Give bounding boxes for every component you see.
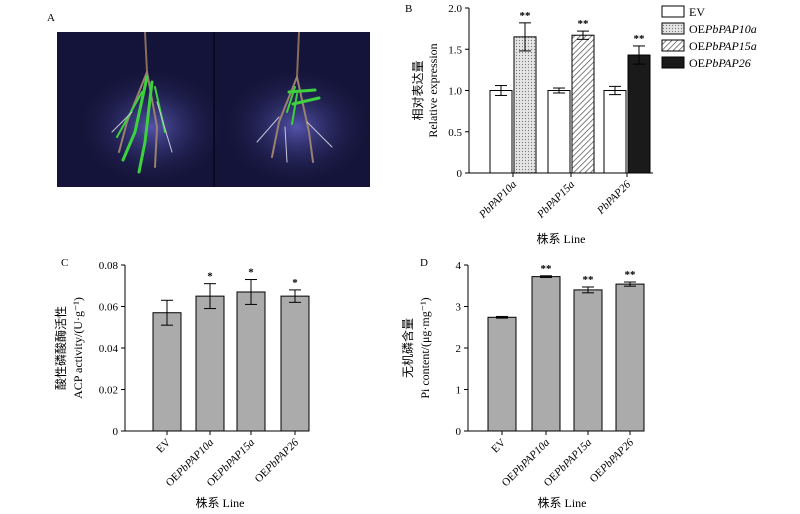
c-x-tick-label: OEPbPAP26 — [253, 436, 302, 485]
d-bar — [573, 289, 603, 432]
c-bar — [280, 295, 310, 432]
c-significance-mark: * — [207, 271, 213, 283]
d-bar — [615, 283, 645, 432]
b-legend-entry: OEPbPAP10a — [689, 22, 757, 36]
b-x-axis-label: 株系 Line — [537, 231, 586, 246]
b-y-label-cn: 相对表达量 — [411, 60, 425, 120]
c-x-axis-label: 株系 Line — [196, 495, 245, 510]
c-y-tick-label: 0.08 — [99, 260, 119, 272]
b-bar — [513, 36, 537, 174]
c-y-tick-label: 0.04 — [99, 343, 119, 355]
d-y-tick-label: 3 — [456, 302, 462, 314]
b-legend-swatch — [661, 5, 685, 18]
c-bar — [236, 291, 266, 432]
b-y-tick-label: 0 — [457, 168, 463, 180]
d-bar — [487, 316, 517, 432]
b-y-tick-label: 1.0 — [448, 86, 462, 98]
c-bar — [152, 312, 182, 432]
root-system-left — [111, 32, 173, 174]
c-x-tick-label: EV — [154, 437, 173, 456]
d-y-label-en: Pi content/(μg·mg⁻¹) — [418, 297, 432, 398]
b-legend-entry: OEPbPAP15a — [689, 39, 757, 53]
root-photo-drawing — [74, 32, 370, 187]
b-x-tick-label: PbPAP26 — [594, 178, 633, 217]
b-y-label-en: Relative expression — [426, 43, 440, 137]
b-bar — [489, 90, 513, 174]
b-legend-swatch — [661, 22, 685, 35]
b-legend-entry: OEPbPAP26 — [689, 56, 751, 70]
panel-label-c: C — [61, 257, 69, 269]
root-fluorescence-photo — [57, 32, 370, 187]
d-x-tick-label: EV — [489, 437, 508, 456]
soil-glow-right — [219, 65, 370, 187]
d-y-tick-label: 0 — [456, 426, 462, 438]
d-y-label-cn: 无机磷含量 — [400, 318, 415, 378]
d-y-tick-label: 1 — [456, 385, 462, 397]
b-x-tick-label: PbPAP15a — [534, 178, 577, 221]
d-x-tick-label: OEPbPAP26 — [588, 436, 637, 485]
d-significance-mark: ** — [583, 274, 595, 286]
c-significance-mark: * — [292, 277, 298, 289]
b-bar — [547, 90, 571, 174]
b-bar — [627, 54, 651, 174]
c-y-tick-label: 0.02 — [99, 385, 118, 397]
c-y-tick-label: 0 — [113, 426, 119, 438]
b-bar — [603, 90, 627, 174]
photo-divider — [213, 32, 215, 187]
c-y-label-en: ACP activity/(U·g⁻¹) — [71, 297, 85, 399]
soil-glow-left — [74, 65, 230, 187]
c-y-tick-label: 0.06 — [99, 302, 119, 314]
b-significance-mark: ** — [520, 10, 532, 22]
d-significance-mark: ** — [541, 263, 553, 275]
b-y-tick-label: 2.0 — [448, 3, 462, 15]
c-significance-mark: * — [248, 267, 254, 279]
acp-activity-chart: 00.020.040.060.08EV*OEPbPAP10a*OEPbPAP15… — [53, 260, 310, 510]
root-system-right — [256, 32, 333, 163]
panel-label-b: B — [405, 3, 413, 15]
c-bar — [195, 295, 225, 432]
b-x-tick-label: PbPAP10a — [476, 178, 519, 221]
expression-chart: 0 0.5 1.0 1.5 2.0 ** PbPAP10a ** PbPAP15a ** PbPAP… — [411, 3, 757, 246]
panel-label-d: D — [420, 257, 428, 269]
b-bar — [571, 34, 595, 174]
b-y-tick-label: 1.5 — [448, 44, 462, 56]
pi-content-chart: 01234EV**OEPbPAP10a**OEPbPAP15a**OEPbPAP… — [400, 260, 645, 510]
d-bar — [531, 276, 561, 432]
c-y-label-cn: 酸性磷酸酶活性 — [53, 306, 68, 390]
d-y-tick-label: 4 — [456, 260, 462, 272]
b-significance-mark: ** — [634, 33, 646, 45]
b-legend-swatch — [661, 39, 685, 52]
d-x-axis-label: 株系 Line — [538, 495, 587, 510]
d-significance-mark: ** — [625, 269, 637, 281]
b-y-tick-label: 0.5 — [448, 127, 462, 139]
b-legend-entry: EV — [689, 5, 705, 19]
d-y-tick-label: 2 — [456, 343, 462, 355]
b-legend-swatch — [661, 56, 685, 69]
b-significance-mark: ** — [578, 18, 590, 30]
panel-label-a: A — [47, 12, 55, 24]
